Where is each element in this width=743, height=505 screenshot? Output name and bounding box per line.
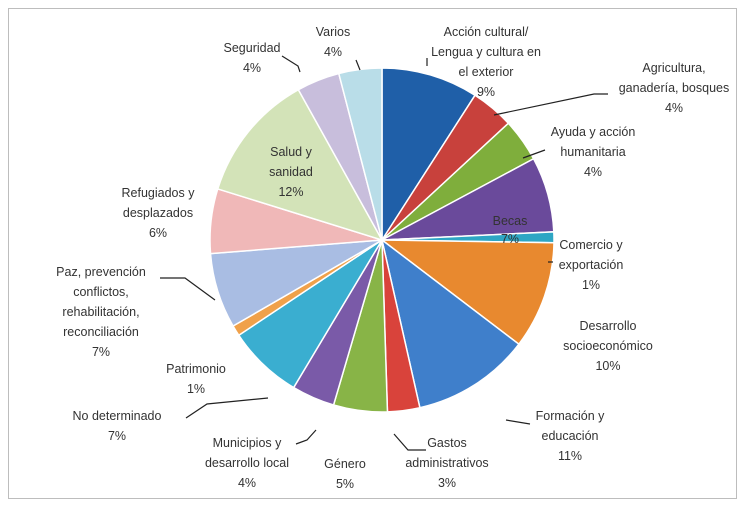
slice-label-15: Salud y sanidad 12%Salud y sanidad <box>269 145 313 199</box>
leader-line-13 <box>160 277 216 301</box>
leader-line-16 <box>281 55 301 73</box>
slice-label-17: Varios 4%Varios <box>316 25 351 59</box>
slice-label-2: Agricultura, ganadería, bosques 4%Agricult… <box>619 61 730 115</box>
slice-label-1: Acción cultural/Lengua y cultura en el ex… <box>431 25 541 99</box>
slice-label-10: Municipios y desarrollo local 4%Municipios… <box>205 436 289 490</box>
pie-slice-1 <box>381 67 477 243</box>
slice-label-8: Gastos administrativos 3%Gastos administra… <box>405 436 488 490</box>
slice-label-11: No determinado 7%No determinado <box>73 409 162 443</box>
leader-line-2 <box>493 93 608 116</box>
slice-label-3: Ayuda y acción humanitaria 4%Ayuda y acció… <box>551 125 636 179</box>
leader-line-7 <box>505 419 531 425</box>
leader-line-17 <box>355 59 361 71</box>
slice-label-4: Becas 7%Becas <box>493 214 528 246</box>
leader-line-10 <box>295 429 317 445</box>
slice-label-5: Comercio y exportación 1%Comercio y export… <box>559 238 624 292</box>
slice-label-13: Paz, prevención conflictos, rehabilitación… <box>56 265 146 359</box>
leader-line-8 <box>393 433 426 451</box>
leader-line-3 <box>522 149 546 159</box>
slice-label-12: Patrimonio 1%Patrimonio <box>166 362 226 396</box>
slice-label-16: Seguridad 4%Seguridad <box>224 41 281 75</box>
pie-slice-15 <box>216 88 384 242</box>
slice-label-6: Desarrollo socioeconómico 10%Desarrollo so… <box>563 319 653 373</box>
slice-label-14: Refugiados y desplazados 6%Refugiados y de… <box>122 186 196 240</box>
pie-slice-7 <box>380 238 520 409</box>
slice-label-9: Género 5%Género <box>324 457 366 491</box>
slice-label-7: Formación y educación 11%Formación y educa… <box>536 409 606 463</box>
pie-slice-6 <box>379 239 555 346</box>
leader-line-11 <box>185 397 269 419</box>
